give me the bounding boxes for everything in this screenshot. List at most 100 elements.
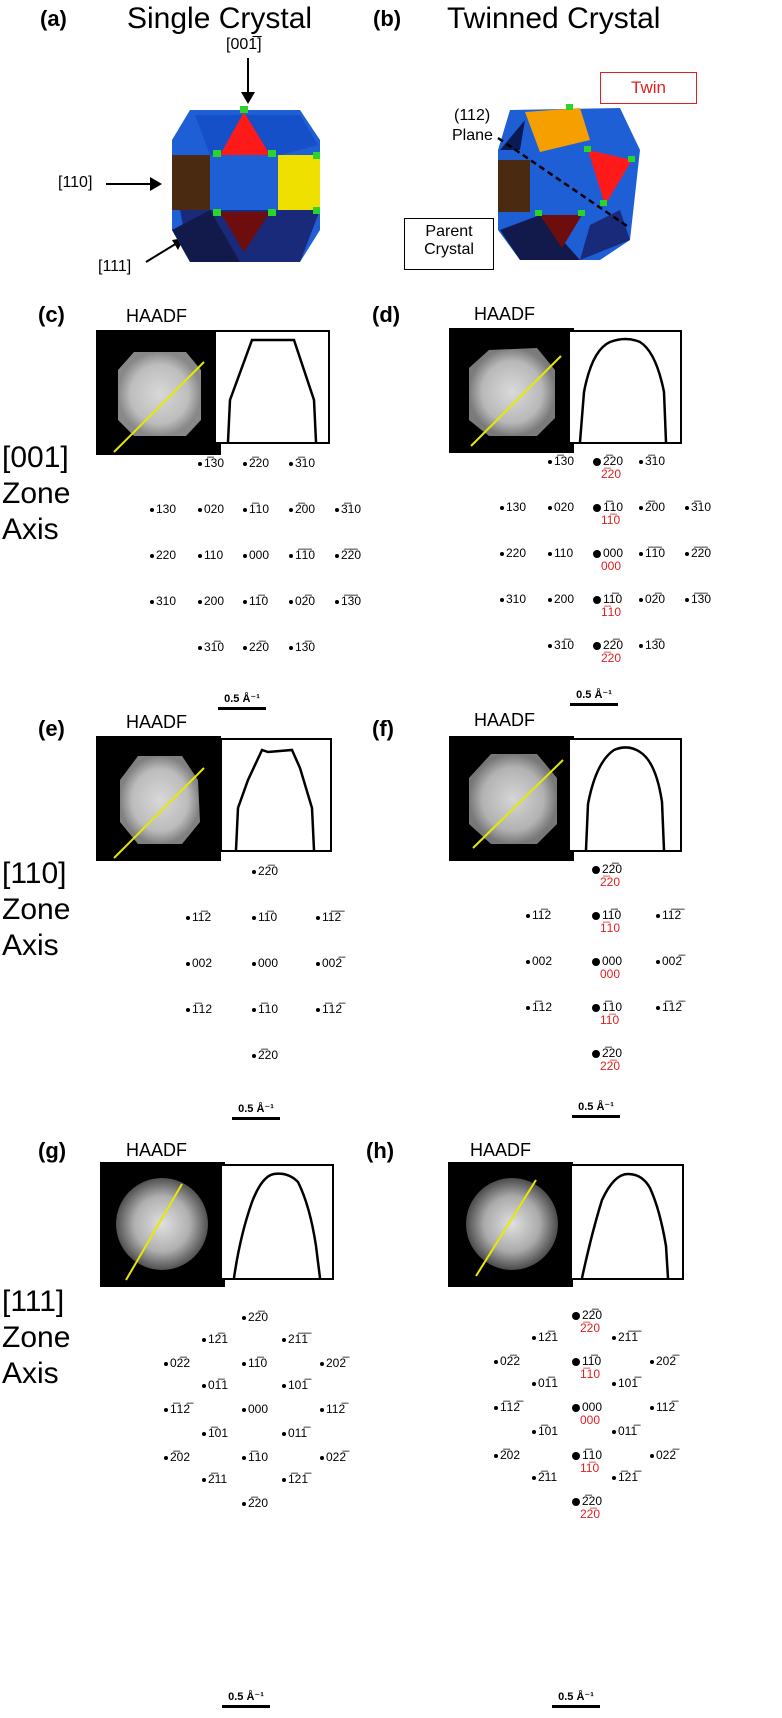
zone-axis-110: [110] Zone Axis xyxy=(2,856,70,964)
spot-label: 11̅2̅ xyxy=(322,910,342,924)
spot-label: 002̅ xyxy=(322,956,343,970)
plane-word-label: Plane xyxy=(452,127,493,144)
spot-dot xyxy=(289,507,293,512)
scalebar-f: 0.5 Å⁻¹ xyxy=(572,1100,620,1118)
spot-label: 1̅3̅0 xyxy=(691,592,712,606)
scalebar-text: 0.5 Å⁻¹ xyxy=(558,1691,594,1703)
diffraction-spot: 22̅0 xyxy=(243,640,269,654)
spot-dot xyxy=(316,961,320,966)
spot-dot xyxy=(186,961,190,966)
spot-label: 2̅2̅0 xyxy=(691,546,712,560)
spot-label: 200 xyxy=(204,594,225,608)
twin-spot-label: 000 xyxy=(600,967,621,981)
twin-spot-label: 11̅0 xyxy=(580,1461,600,1475)
diffraction-spot: 01̅1 xyxy=(532,1376,558,1390)
spot-label: 2̅02 xyxy=(170,1450,191,1464)
diffraction-spot: 2̅00 xyxy=(289,502,315,516)
scalebar-text: 0.5 Å⁻¹ xyxy=(228,1691,264,1703)
diffraction-spot: 110 xyxy=(548,546,573,560)
diffraction-spot: 000 000 xyxy=(592,954,622,981)
panel-label-f: (f) xyxy=(372,716,394,741)
spot-dot xyxy=(198,507,202,512)
zone-line-3: Axis xyxy=(2,929,59,962)
zone-line-1: [110] xyxy=(2,857,67,890)
twin-spot-label: 11̅0 xyxy=(600,1013,620,1027)
diffraction-spot: 002̅ xyxy=(656,954,682,968)
spot-label: 01̅1 xyxy=(208,1378,229,1392)
spot-dot xyxy=(320,1361,324,1366)
spot-label: 2̅11 xyxy=(208,1472,228,1486)
haadf-image-h xyxy=(448,1162,573,1287)
spot-label: 220 xyxy=(156,548,177,562)
diffraction-spot: 1̅12 xyxy=(186,1002,212,1016)
spot-dot xyxy=(282,1337,286,1342)
diffraction-spot: 2̅11 xyxy=(202,1472,227,1486)
spot-dot xyxy=(593,549,601,558)
diffraction-spot: 2̅2̅0 xyxy=(335,548,361,562)
diffraction-spot: 1̅12̅ xyxy=(164,1402,190,1416)
spot-dot xyxy=(202,1431,206,1436)
haadf-label-d: HAADF xyxy=(474,304,536,324)
zone-line-2: Zone xyxy=(2,477,71,510)
spot-dot xyxy=(335,507,339,512)
spot-label: 2̅20 xyxy=(582,1494,603,1508)
spot-dot xyxy=(685,551,689,556)
haadf-label-e: HAADF xyxy=(126,712,188,732)
spot-dot xyxy=(335,553,339,558)
spot-dot xyxy=(548,505,552,510)
spot-label: 01̅1 xyxy=(538,1376,559,1390)
diffraction-spot: 11̅2 xyxy=(186,910,211,924)
haadf-image-c xyxy=(96,330,221,455)
spot-dot xyxy=(593,641,601,650)
diffraction-spot: 22̅0 xyxy=(242,1310,268,1324)
diffraction-spot: 02̅0 xyxy=(639,592,665,606)
diffraction-spot: 31̅0 xyxy=(198,640,224,654)
spot-label: 130 xyxy=(506,500,527,514)
spot-label: 2̅20 xyxy=(248,1496,269,1510)
spot-dot xyxy=(242,1361,246,1366)
spot-label: 000 xyxy=(249,548,270,562)
spot-dot xyxy=(593,457,601,466)
twin-spot-label: 22̅0 xyxy=(600,1059,621,1073)
single-crystal-model xyxy=(106,58,320,263)
spot-dot xyxy=(242,1315,246,1320)
diffraction-spot: 1̅30 xyxy=(198,456,224,470)
diffraction-spot: 1̅3̅0 xyxy=(335,594,361,608)
spot-dot xyxy=(150,553,154,558)
scalebar-e: 0.5 Å⁻¹ xyxy=(232,1102,280,1120)
spot-dot xyxy=(198,461,202,466)
spot-label: 000 xyxy=(582,1400,603,1414)
haadf-image-f xyxy=(449,736,574,861)
haadf-label-h: HAADF xyxy=(470,1140,532,1160)
twin-spot-label: 22̅0 xyxy=(580,1507,601,1521)
spot-dot xyxy=(593,595,601,604)
diffraction-spot: 000 xyxy=(243,548,269,562)
diffraction-spot: 1̅12 xyxy=(526,1000,552,1014)
spot-dot xyxy=(685,505,689,510)
profile-box-c xyxy=(214,330,330,444)
spot-dot xyxy=(500,551,504,556)
spot-dot xyxy=(526,913,530,918)
diffraction-spot: 12̅1 xyxy=(532,1330,558,1344)
diffraction-spot: 1̅30 xyxy=(548,454,574,468)
zone-line-1: [001] xyxy=(2,441,69,474)
spot-dot xyxy=(320,1407,324,1412)
spot-dot xyxy=(243,645,247,650)
diffraction-spot: 2̅20 2̅20 xyxy=(593,454,623,481)
spot-dot xyxy=(198,599,202,604)
spot-label: 1̅1̅0 xyxy=(645,546,666,560)
spot-dot xyxy=(650,1405,654,1410)
spot-dot xyxy=(526,959,530,964)
twin-label-box: Twin xyxy=(600,72,697,104)
diffraction-spot: 101̅ xyxy=(612,1376,638,1390)
zone-line-3: Axis xyxy=(2,513,59,546)
spot-label: 22̅0 xyxy=(258,864,279,878)
spot-label: 11̅0 xyxy=(249,594,269,608)
twin-spot-label: 000 xyxy=(601,559,622,573)
spot-label: 002 xyxy=(192,956,213,970)
diffraction-spot: 11̅2̅ xyxy=(656,908,681,922)
spot-dot xyxy=(242,1407,246,1412)
diffraction-spot: 000 000 xyxy=(572,1400,602,1427)
spot-dot xyxy=(186,915,190,920)
spot-dot xyxy=(202,1337,206,1342)
